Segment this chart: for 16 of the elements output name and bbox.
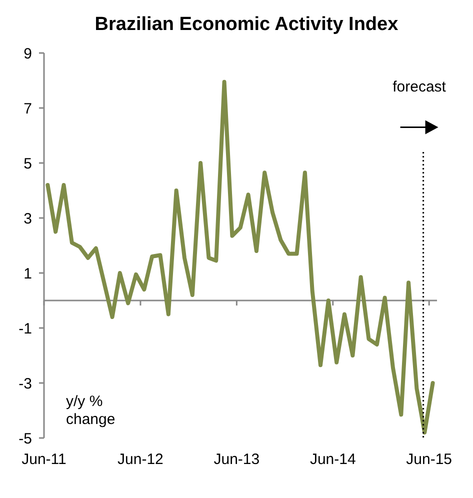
y-tick-label: 7 (24, 100, 32, 118)
ref-line-label: forecast (392, 78, 447, 96)
x-tick-label: Jun-14 (310, 451, 356, 468)
y-tick-label: -3 (18, 375, 32, 392)
y-tick-label: -1 (18, 320, 32, 338)
y-tick-label: 1 (24, 265, 32, 282)
x-tick-label: Jun-12 (118, 451, 164, 468)
y-tick-label: -5 (18, 430, 32, 448)
x-tick-label: Jun-11 (22, 451, 66, 468)
y-tick-label: 9 (24, 45, 32, 62)
x-tick-label: Jun-13 (214, 451, 260, 468)
x-tick-label: Jun-15 (406, 451, 452, 468)
y-axis-title: y/y % change (66, 393, 116, 428)
chart-title: Brazilian Economic Activity Index (94, 14, 399, 35)
y-tick-label: 5 (24, 155, 32, 172)
y-tick-label: 3 (24, 210, 32, 228)
